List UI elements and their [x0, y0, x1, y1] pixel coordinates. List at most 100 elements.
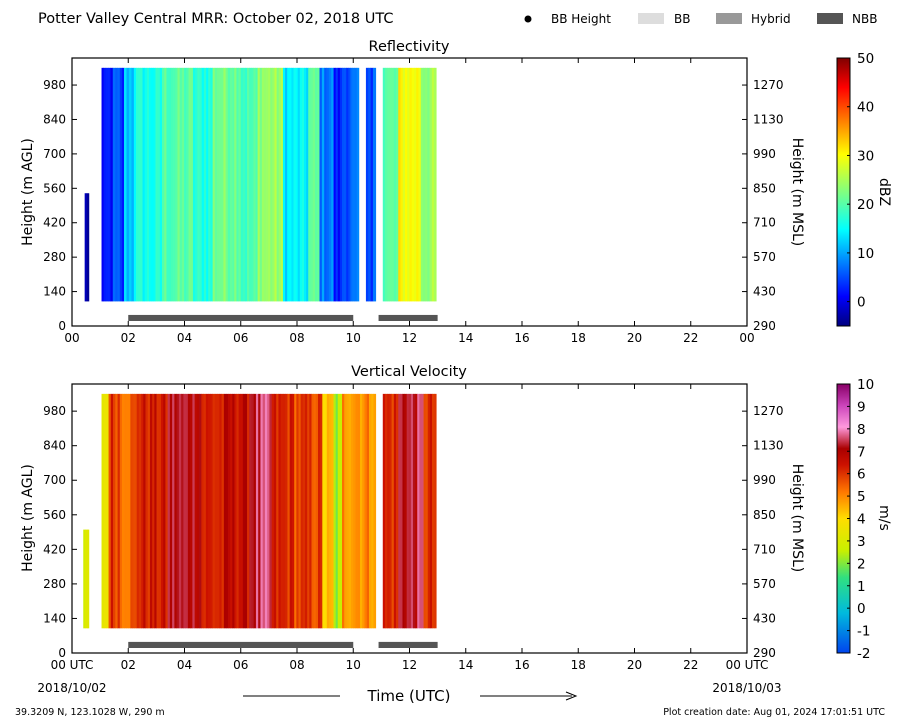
data-column-2-4	[117, 393, 121, 629]
colorbar-tick-label: 20	[857, 197, 874, 213]
data-column-8-9	[269, 393, 273, 629]
data-column-10-0	[294, 393, 297, 629]
data-column-15-6	[410, 393, 414, 629]
data-column-0-0	[83, 529, 86, 629]
data-column-6-3	[208, 393, 211, 629]
data-column-5-2	[172, 393, 175, 629]
x-tick-label: 06	[233, 658, 248, 672]
data-column-1-0	[101, 67, 104, 302]
data-column-17-2	[370, 67, 374, 302]
x-tick-label: 22	[683, 658, 698, 672]
data-column-4-1	[121, 67, 125, 302]
data-column-7-3	[230, 393, 233, 629]
x-tick-label: 14	[458, 658, 473, 672]
data-column-9-4	[221, 67, 224, 302]
colorbar-tick-label: 5	[857, 489, 866, 505]
data-column-14-5	[393, 393, 397, 629]
data-column-12-10	[304, 67, 307, 302]
data-column-3-0	[119, 393, 123, 629]
reflectivity-title: Reflectivity	[369, 39, 450, 55]
data-column-15-1	[335, 67, 339, 302]
data-column-11-8	[274, 67, 277, 302]
data-column-9-3	[278, 393, 282, 629]
data-column-10-9	[313, 393, 317, 629]
data-column-16-2	[346, 67, 349, 302]
y-tick-label: 280	[43, 577, 66, 591]
data-column-0-2	[87, 529, 90, 629]
y-tick-label-right: 570	[753, 577, 776, 591]
data-column-8-5	[203, 67, 207, 302]
data-column-8-7	[208, 67, 211, 302]
data-column-19-6	[396, 67, 399, 302]
colorbar-tick-label: 40	[857, 100, 874, 116]
y-tick-label-right: 850	[753, 181, 776, 195]
y-tick-label: 280	[43, 250, 66, 264]
reflectivity-colorbar-label: dBZ	[876, 178, 892, 206]
data-column-9-5	[223, 67, 226, 302]
colorbar-tick-label: 30	[857, 148, 874, 164]
y-tick-label: 560	[43, 181, 66, 195]
data-column-10-12	[320, 393, 323, 629]
data-column-12-0	[333, 393, 337, 629]
data-column-7-11	[186, 67, 189, 302]
data-column-19-0	[382, 67, 386, 302]
data-column-0-0	[84, 193, 88, 302]
velocity-y-label: Height (m AGL)	[20, 464, 36, 572]
data-column-4-10	[158, 393, 162, 629]
data-column-11-4	[266, 67, 269, 302]
data-column-12-0	[282, 67, 286, 302]
data-column-14-1	[384, 393, 388, 629]
bright-band-bar-0	[128, 314, 354, 321]
station-location: 39.3209 N, 123.1028 W, 290 m	[15, 707, 165, 718]
data-column-1-1	[103, 393, 107, 629]
x-tick-label: 18	[571, 331, 586, 345]
data-column-13-0	[342, 393, 345, 629]
data-column-12-3	[289, 67, 292, 302]
data-column-5-3	[174, 393, 177, 629]
arrow-head-icon	[565, 691, 578, 701]
data-column-7-0	[162, 67, 165, 302]
data-column-9-7	[287, 393, 291, 629]
y-tick-label-right: 990	[753, 147, 776, 161]
data-column-14-0	[382, 393, 386, 629]
data-column-16-0	[342, 67, 345, 302]
data-column-15-10	[419, 393, 422, 629]
data-column-12-9	[301, 67, 305, 302]
data-column-16-3	[429, 393, 433, 629]
data-column-16-3	[348, 67, 351, 302]
data-column-10-6	[253, 67, 256, 302]
data-column-15-0	[398, 393, 401, 629]
data-column-13-0	[308, 67, 311, 302]
data-column-9-0	[212, 67, 216, 302]
data-column-10-1	[296, 393, 299, 629]
data-column-11-10	[278, 67, 282, 302]
x-tick-label: 06	[233, 331, 248, 345]
x-tick-label: 16	[514, 658, 529, 672]
data-column-9-6	[225, 67, 229, 302]
data-column-19-5	[393, 67, 397, 302]
data-column-7-6	[175, 67, 178, 302]
data-column-3-3	[126, 393, 129, 629]
y-tick-label: 0	[58, 646, 66, 660]
colorbar-tick-label: 6	[857, 467, 866, 483]
data-column-5-5	[178, 393, 182, 629]
data-column-2-0	[108, 393, 112, 629]
x-tick-label: 10	[346, 658, 361, 672]
data-column-11-5	[268, 67, 271, 302]
data-column-13-1	[310, 67, 314, 302]
data-column-5-6	[181, 393, 184, 629]
data-column-6-7	[217, 393, 220, 629]
legend-label-bb: BB	[674, 12, 690, 26]
x-tick-label: 08	[289, 658, 304, 672]
y-tick-label: 420	[43, 216, 66, 230]
data-column-8-4	[258, 393, 261, 629]
colorbar-tick-label: 10	[857, 377, 874, 393]
colorbar-tick-label: -2	[857, 646, 870, 662]
data-column-5-0	[167, 393, 171, 629]
data-column-11-3	[329, 393, 332, 629]
data-column-8-0	[249, 393, 252, 629]
data-column-12-2	[287, 67, 290, 302]
data-column-6-0	[201, 393, 204, 629]
data-column-4-8	[154, 393, 157, 629]
data-column-7-7	[177, 67, 181, 302]
